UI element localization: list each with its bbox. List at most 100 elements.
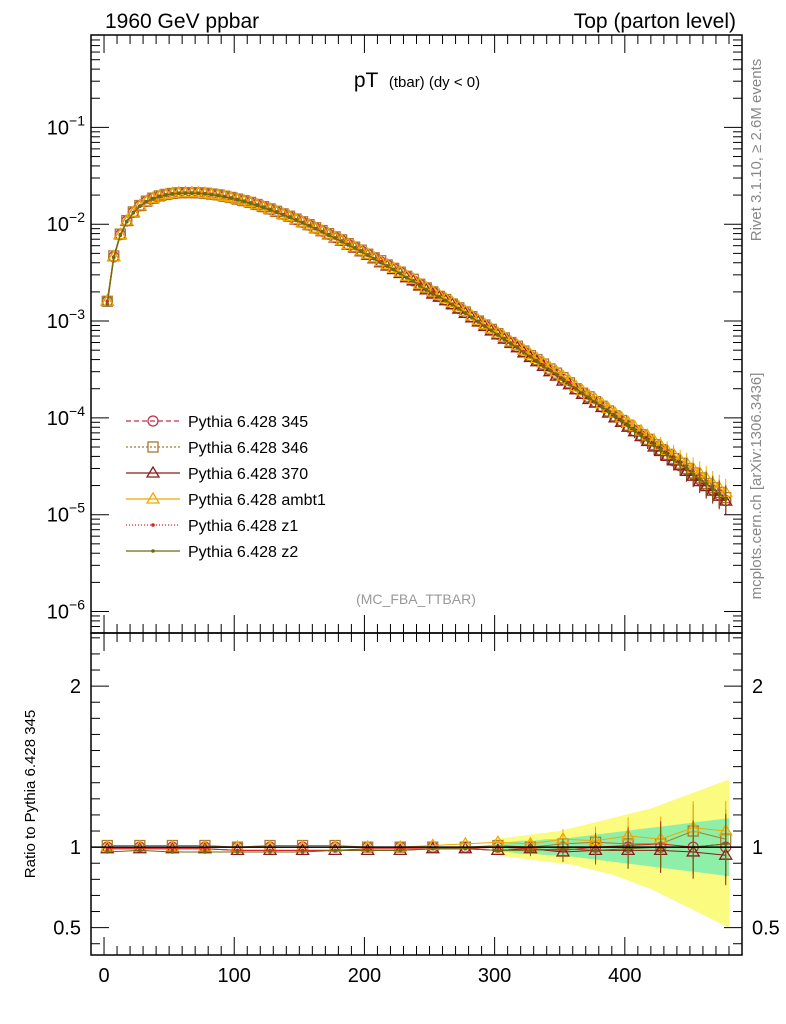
data-point — [445, 295, 460, 308]
ratio-point — [723, 842, 728, 846]
data-point — [242, 199, 246, 204]
data-point — [235, 197, 240, 202]
data-point — [398, 271, 403, 276]
legend-label: Pythia 6.428 ambt1 — [188, 492, 326, 509]
ratio-point — [528, 848, 533, 853]
data-point — [639, 433, 643, 438]
data-point — [385, 264, 390, 268]
data-point — [600, 405, 604, 409]
legend-entry: Pythia 6.428 z2 — [126, 544, 298, 561]
data-point — [255, 203, 259, 208]
ratio-point — [268, 850, 272, 854]
data-point — [613, 414, 617, 419]
main-y-tick-label: 10−3 — [47, 306, 85, 333]
ratio-point — [398, 848, 403, 853]
ratio-point — [496, 848, 500, 853]
data-point — [483, 324, 487, 329]
data-point — [125, 219, 129, 224]
main-y-tick-base: 10 — [47, 311, 69, 333]
data-point — [470, 315, 474, 320]
legend-entry: Pythia 6.428 370 — [126, 465, 308, 483]
main-y-tick-exp: −4 — [69, 403, 85, 419]
main-y-tick-exp: −5 — [69, 500, 85, 516]
data-point — [118, 233, 123, 238]
data-point — [170, 192, 175, 196]
rivet-label: Rivet 3.1.10, ≥ 2.6M events — [748, 59, 765, 242]
data-point — [105, 302, 110, 306]
data-point — [243, 195, 258, 208]
data-point — [443, 298, 448, 303]
x-tick-label: 200 — [348, 965, 381, 987]
ratio-y-tick-label-right: 0.5 — [752, 918, 780, 940]
data-point — [450, 302, 455, 307]
data-point — [684, 466, 689, 471]
data-point — [632, 428, 637, 433]
legend: Pythia 6.428 345 Pythia 6.428 346 Pythia 6… — [126, 414, 326, 561]
data-point — [210, 187, 226, 200]
data-point — [548, 368, 552, 373]
main-y-tick-base: 10 — [47, 117, 69, 139]
data-point — [411, 279, 416, 283]
ratio-line — [107, 843, 726, 853]
data-point — [528, 354, 533, 359]
data-point — [697, 477, 702, 482]
data-point — [424, 288, 429, 292]
main-y-tick-base: 10 — [47, 214, 69, 236]
data-point — [574, 386, 578, 391]
data-point — [352, 246, 357, 250]
ratio-point — [393, 843, 408, 855]
ratio-y-tick-label-right: 1 — [752, 837, 763, 859]
ratio-point — [327, 843, 343, 855]
data-point — [281, 213, 285, 217]
data-point — [438, 291, 453, 304]
data-point — [164, 193, 168, 197]
ratio-point — [490, 843, 506, 855]
data-point — [535, 359, 539, 364]
data-point — [197, 186, 213, 199]
ratio-frame — [90, 632, 743, 956]
x-tick-label: 100 — [218, 965, 251, 987]
main-y-tick-exp: −3 — [69, 306, 85, 322]
data-point — [587, 396, 591, 400]
ratio-point — [593, 848, 598, 853]
data-point — [190, 191, 194, 196]
uncertainty-band — [494, 779, 729, 928]
main-plot: 10−610−510−410−310−210−1 pT (tbar) (dy <… — [47, 34, 743, 634]
ratio-point — [295, 843, 310, 855]
data-point — [138, 204, 142, 209]
data-point — [294, 218, 298, 223]
data-point — [471, 314, 486, 327]
data-point — [717, 491, 722, 496]
legend-entry: Pythia 6.428 345 — [126, 414, 308, 431]
data-point — [216, 193, 220, 198]
data-point — [223, 190, 239, 203]
data-point — [229, 196, 233, 200]
data-point — [437, 294, 442, 299]
data-point — [626, 423, 630, 428]
ratio-point — [105, 850, 110, 854]
data-point — [451, 301, 466, 314]
data-point — [287, 215, 292, 220]
ratio-point — [365, 848, 370, 853]
ratio-point — [203, 850, 207, 854]
data-point — [430, 292, 435, 296]
data-point — [391, 267, 396, 272]
plot-title-sub: (tbar) (dy < 0) — [389, 74, 480, 91]
data-point — [710, 487, 715, 491]
ratio-plot: 0.5 0.5 1 1 2 2 0 100 200 300 400 Ratio to Pythia… — [22, 632, 780, 987]
data-point — [678, 462, 682, 467]
header-left: 1960 GeV ppbar — [105, 10, 259, 33]
data-point — [580, 391, 585, 395]
ratio-point — [262, 843, 278, 855]
data-point — [464, 310, 479, 323]
data-point — [554, 372, 559, 377]
legend-label: Pythia 6.428 370 — [188, 466, 308, 483]
data-point — [445, 297, 460, 310]
main-x-ticks — [90, 35, 743, 633]
main-y-tick-label: 10−6 — [47, 597, 85, 624]
legend-label: Pythia 6.428 z1 — [188, 518, 298, 535]
ratio-y-tick-label: 0.5 — [53, 918, 81, 940]
data-point — [204, 186, 219, 199]
data-point — [126, 204, 141, 217]
